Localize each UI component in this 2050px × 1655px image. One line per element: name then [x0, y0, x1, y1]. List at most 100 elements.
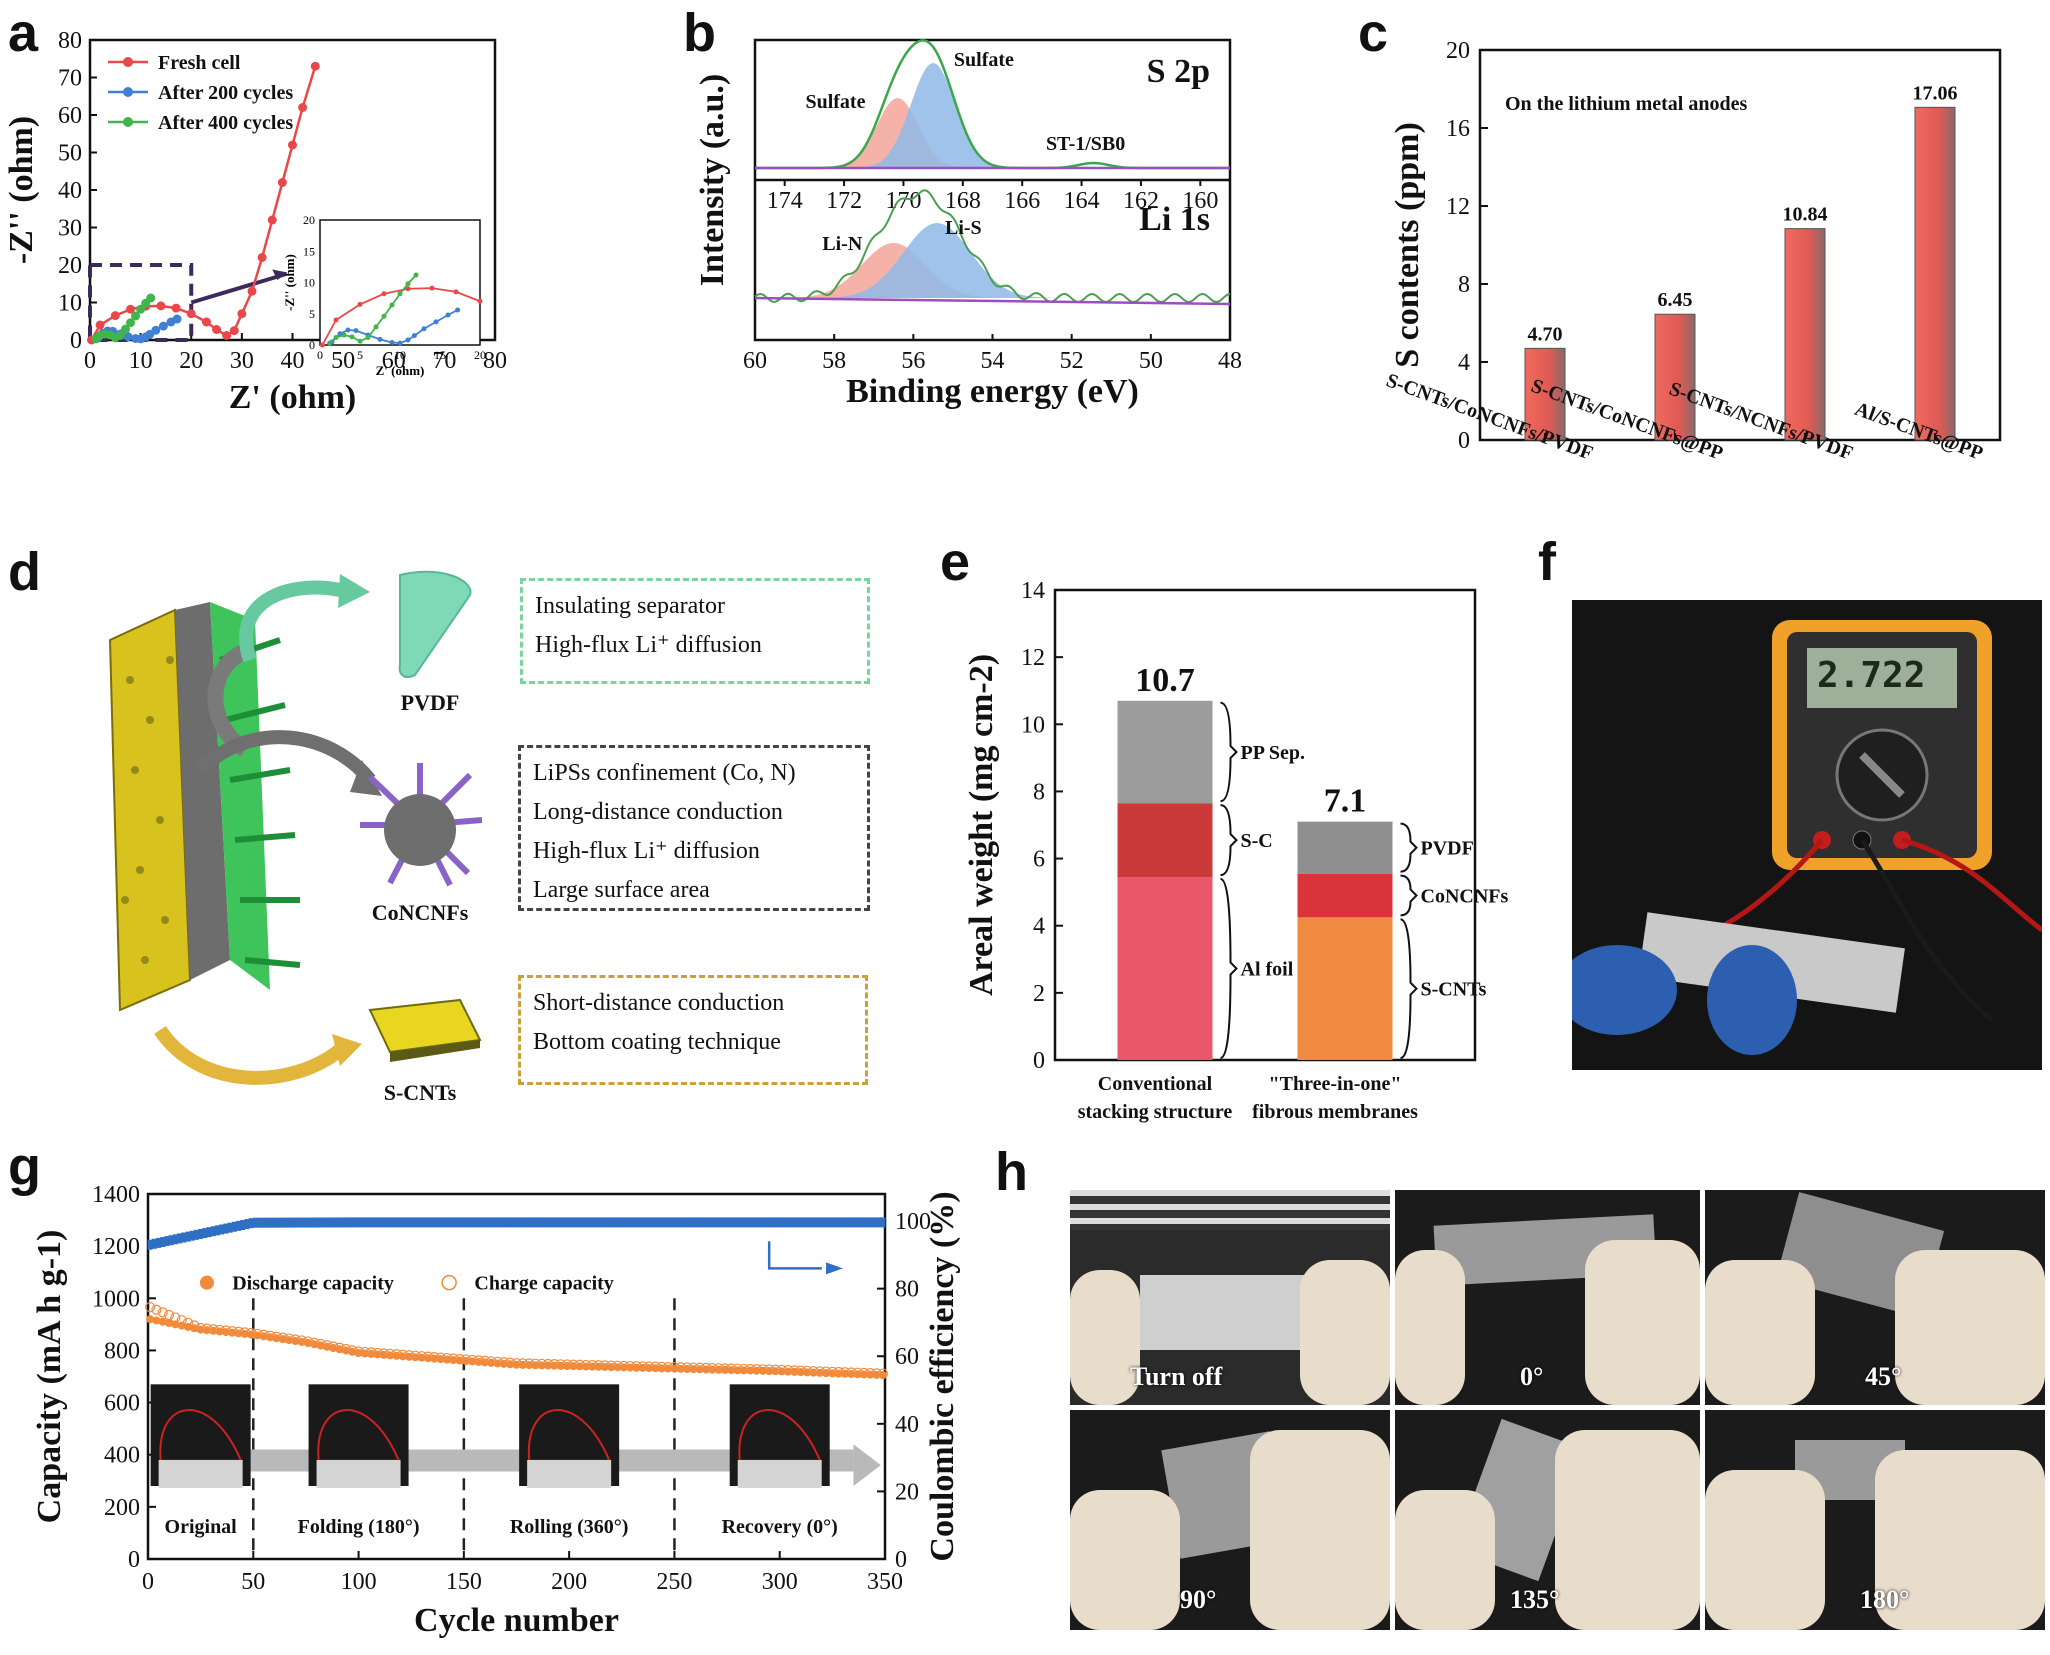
y-tick-label-e: 12 [1021, 645, 1045, 671]
ce-point-g [206, 1227, 212, 1238]
brace-e-0-1 [1220, 804, 1238, 877]
ce-point-g [223, 1223, 229, 1234]
ce-point-g [282, 1217, 288, 1228]
inset-y-tick-a: 20 [303, 213, 315, 227]
ce-point-g [876, 1217, 882, 1228]
ce-point-g [770, 1217, 776, 1228]
ce-point-g [438, 1217, 444, 1228]
stage-label-g-1: Folding (180°) [298, 1516, 420, 1538]
ce-arrow-g [767, 1241, 822, 1270]
bar-c-0 [1524, 347, 1566, 441]
ce-point-g [678, 1217, 684, 1228]
ce-point-g [429, 1217, 435, 1228]
photo-h-grid: Turn off 0° 45° 90° 135° 180° [1070, 1190, 2045, 1630]
ce-point-g [421, 1217, 427, 1228]
data-point-a-0 [201, 317, 211, 327]
data-point-a-2 [120, 324, 130, 334]
ce-point-g [332, 1217, 338, 1228]
ce-arrowhead-g [826, 1262, 843, 1275]
ce-point-g [829, 1217, 835, 1228]
ce-point-g [834, 1217, 840, 1228]
stage-arrowhead-g [853, 1444, 881, 1486]
ce-point-g [846, 1217, 852, 1228]
envelope-li1s [754, 189, 1231, 304]
ce-point-g [796, 1217, 802, 1228]
ce-point-g [189, 1230, 195, 1241]
ce-point-g [728, 1217, 734, 1228]
y2-tick-label-g: 60 [895, 1344, 919, 1370]
photo-f-multimeter: 2.722 [1572, 600, 2042, 1070]
x-tick-label-b-bottom: 48 [1218, 348, 1242, 374]
inset-point-a-1 [445, 312, 451, 318]
inset-point-a-0 [477, 298, 483, 304]
data-point-a-0 [237, 309, 247, 319]
ce-point-g [758, 1217, 764, 1228]
discharge-point-g [165, 1319, 174, 1328]
segment-label-e-0-0: Al foil [1241, 959, 1294, 981]
ce-point-g [316, 1217, 322, 1228]
stage-label-g-2: Rolling (360°) [510, 1516, 629, 1538]
x-tick-label-b-bottom: 50 [1139, 348, 1163, 374]
ce-point-g [252, 1217, 258, 1228]
x-tick-label-b-bottom: 60 [743, 348, 767, 374]
ce-point-g [808, 1217, 814, 1228]
ce-point-g [741, 1217, 747, 1228]
ce-point-g [720, 1217, 726, 1228]
arrows-d [154, 574, 382, 1085]
inset-point-a-1 [389, 340, 395, 345]
y-tick-label-c: 8 [1458, 272, 1470, 298]
x-axis-label-b: Binding energy (eV) [846, 373, 1139, 410]
ce-point-g [631, 1217, 637, 1228]
ce-point-g [433, 1217, 439, 1228]
inset-point-a-1 [353, 328, 359, 334]
x-tick-label-b-top: 164 [1064, 188, 1100, 214]
inset-x-tick-a: 20 [474, 348, 486, 362]
ce-point-g [661, 1217, 667, 1228]
legend-marker-discharge-g [199, 1275, 214, 1290]
ce-point-g [732, 1217, 738, 1228]
data-point-a-0 [267, 215, 277, 225]
ce-point-g [804, 1217, 810, 1228]
photo-h-0deg: 0° [1395, 1190, 1700, 1405]
stack-segment-e-1-0 [1297, 917, 1393, 1060]
ce-point-g [366, 1217, 372, 1228]
ce-point-g [341, 1217, 347, 1228]
photo-h-turn-off: Turn off [1070, 1190, 1390, 1405]
x-tick-label-g: 300 [762, 1569, 798, 1595]
y-tick-label-e: 8 [1033, 779, 1045, 805]
chart-g-cycling: 0 50 100 150 200 250 300 3500200400600800100012… [31, 1182, 961, 1639]
y-tick-label-a: 30 [58, 216, 82, 242]
ce-point-g [210, 1226, 216, 1237]
stage-photo-wire-g-0 [159, 1409, 242, 1461]
x-tick-label-b-bottom: 52 [1060, 348, 1084, 374]
y2-tick-label-g: 80 [895, 1277, 919, 1303]
y-tick-label-g: 800 [104, 1338, 140, 1364]
x-tick-label-a: 70 [432, 348, 456, 374]
ce-point-g [787, 1217, 793, 1228]
y-tick-label-g: 0 [128, 1547, 140, 1573]
y-tick-label-g: 200 [104, 1495, 140, 1521]
photo-h-label-45: 45° [1865, 1362, 1902, 1391]
inset-point-a-1 [421, 326, 427, 332]
ce-point-g [615, 1217, 621, 1228]
zoom-arrowhead-a [272, 269, 288, 280]
ce-point-g [644, 1217, 650, 1228]
stack-segment-e-1-2 [1297, 821, 1393, 874]
discharge-point-g [152, 1316, 161, 1325]
ce-point-g [353, 1217, 359, 1228]
ce-point-g [627, 1217, 633, 1228]
data-point-a-0 [95, 320, 105, 330]
brace-e-1-2 [1400, 822, 1418, 873]
ce-point-g [446, 1217, 452, 1228]
ce-point-g [686, 1217, 692, 1228]
x-tick-label-b-top: 160 [1182, 188, 1218, 214]
inset-y-tick-a: 15 [303, 244, 315, 258]
plot-frame-e [1053, 588, 1477, 1062]
ce-point-g [514, 1217, 519, 1228]
y-tick-label-e: 4 [1033, 914, 1045, 940]
ce-point-g [299, 1217, 305, 1228]
inset-point-a-1 [345, 327, 351, 333]
ce-point-g [817, 1217, 823, 1228]
ce-point-g [269, 1217, 275, 1228]
